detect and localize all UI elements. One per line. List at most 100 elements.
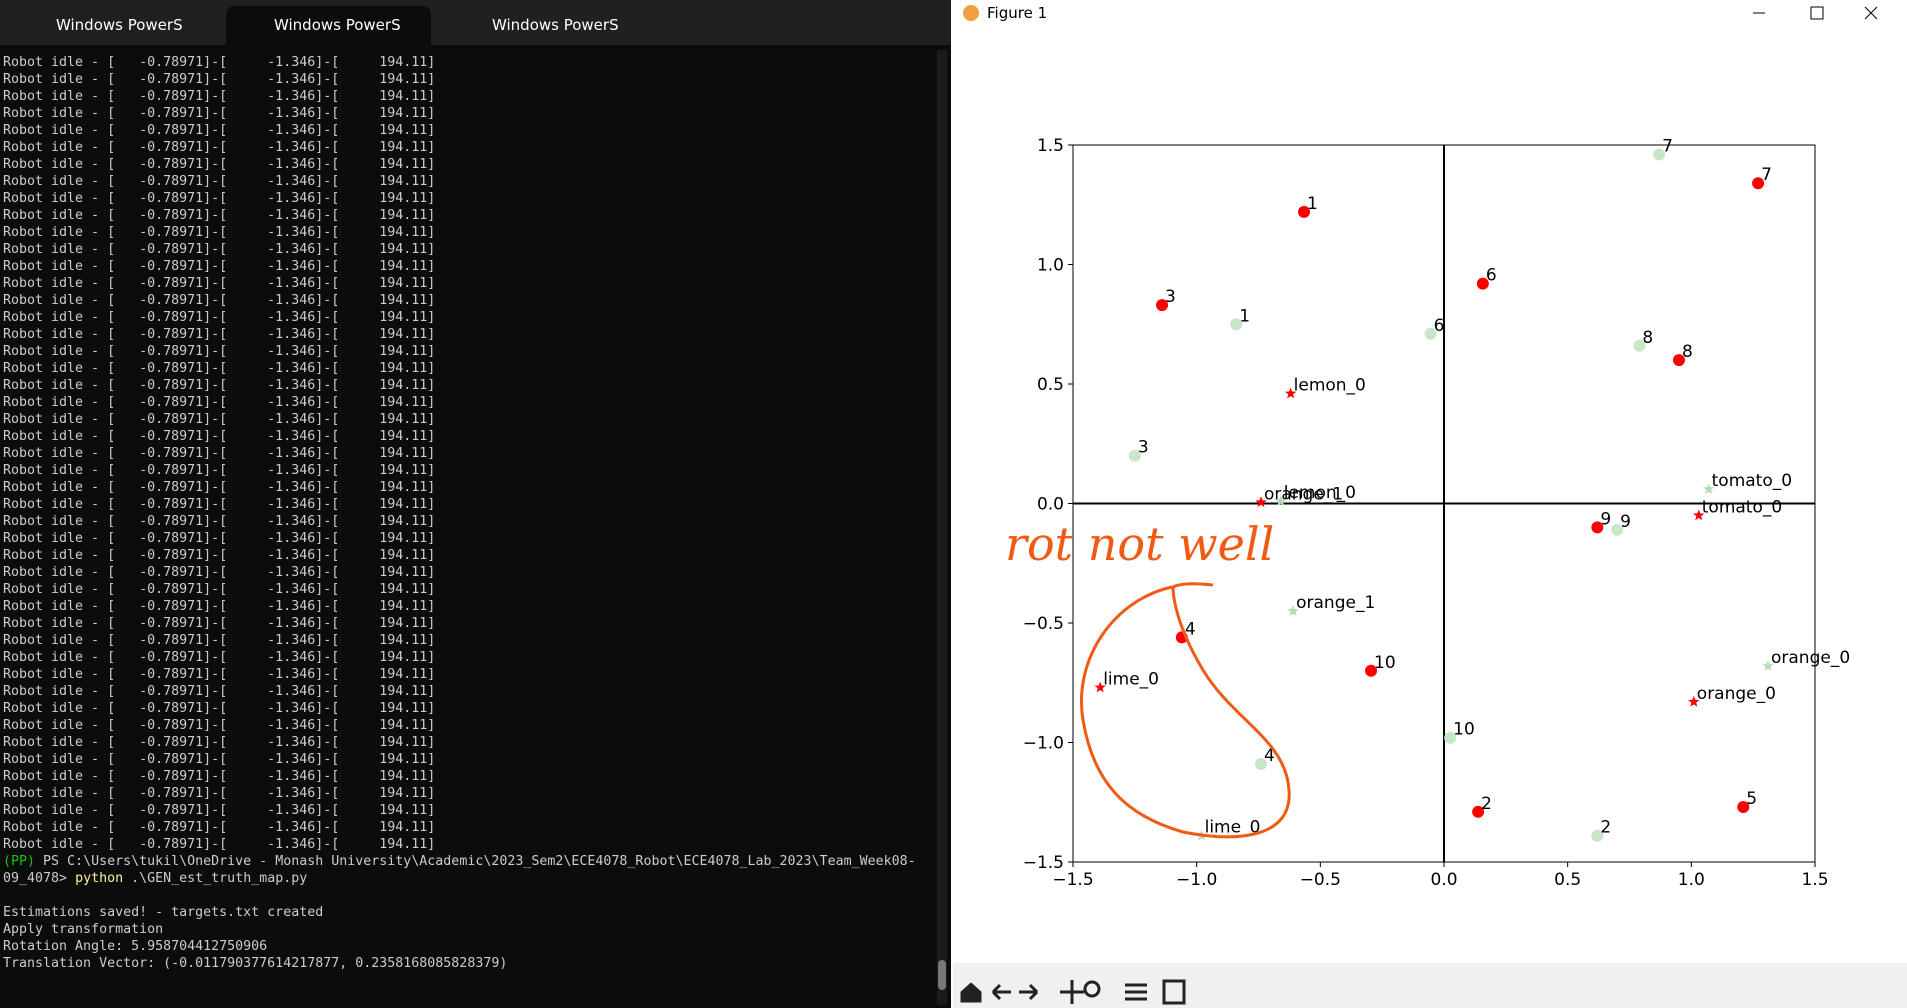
prompt-path: PS C:\Users\tukil\OneDrive - Monash Univ… [35,854,916,869]
point-label: 4 [1264,746,1275,766]
point-label: 1 [1307,194,1318,214]
point-marker [1472,805,1485,818]
log-line: Robot idle - [ -0.78971]-[ -1.346]-[ 194… [3,344,436,359]
point-label: 1 [1239,306,1250,326]
close-button[interactable] [1864,6,1878,20]
x-tick-label: −0.5 [1300,870,1341,890]
log-line: Robot idle - [ -0.78971]-[ -1.346]-[ 194… [3,242,436,257]
point-marker [1752,177,1765,190]
pan-button[interactable] [1060,980,1084,1004]
point-label: 7 [1662,137,1673,157]
y-tick-label: −1.0 [1023,734,1064,754]
log-line: Robot idle - [ -0.78971]-[ -1.346]-[ 194… [3,769,436,784]
save-button[interactable] [1162,979,1186,1005]
log-line: Robot idle - [ -0.78971]-[ -1.346]-[ 194… [3,820,436,835]
log-line: Robot idle - [ -0.78971]-[ -1.346]-[ 194… [3,395,436,410]
toolbar-icons [960,979,1186,1005]
command-args: .\GEN_est_truth_map.py [123,871,308,886]
log-line: Robot idle - [ -0.78971]-[ -1.346]-[ 194… [3,72,436,87]
output-line: Rotation Angle: 5.958704412750906 [3,939,268,954]
scroll-thumb[interactable] [938,960,946,990]
point-label: 7 [1761,165,1772,185]
point-marker [1653,148,1666,161]
log-line: Robot idle - [ -0.78971]-[ -1.346]-[ 194… [3,650,436,665]
log-line: Robot idle - [ -0.78971]-[ -1.346]-[ 194… [3,599,436,614]
point-marker [1476,277,1489,290]
star-marker [1284,387,1297,399]
point-label: 6 [1434,316,1445,336]
terminal-tab[interactable]: Windows PowerS [226,6,431,45]
terminal-tab[interactable]: Windows PowerS [56,16,183,34]
point-marker [1365,664,1378,677]
point-marker [1444,731,1457,744]
point-label: 5 [1746,789,1757,809]
point-label: tomato_0 [1702,497,1782,517]
y-tick-label: −1.5 [1023,853,1064,873]
point-marker [1254,758,1267,771]
point-label: 9 [1600,509,1611,529]
output-line: Apply transformation [3,922,164,937]
y-tick-label: 1.5 [1037,136,1064,156]
figure-window: Figure 1 −1.5 −1.0 −0.5 0.0 0.5 1.0 1.5 −1.5 −1.… [953,0,1907,1008]
maximize-button[interactable] [1810,6,1824,20]
log-line: Robot idle - [ -0.78971]-[ -1.346]-[ 194… [3,55,436,70]
point-label: 10 [1453,720,1475,740]
log-line: Robot idle - [ -0.78971]-[ -1.346]-[ 194… [3,140,436,155]
log-line: Robot idle - [ -0.78971]-[ -1.346]-[ 194… [3,497,436,512]
point-label: tomato_0 [1712,471,1792,491]
log-line: Robot idle - [ -0.78971]-[ -1.346]-[ 194… [3,446,436,461]
log-line: Robot idle - [ -0.78971]-[ -1.346]-[ 194… [3,293,436,308]
prompt-line: (PP) PS C:\Users\tukil\OneDrive - Monash… [3,853,916,870]
x-tick-label: −1.0 [1176,870,1217,890]
y-tick-label: 1.0 [1037,256,1064,276]
log-line: Robot idle - [ -0.78971]-[ -1.346]-[ 194… [3,548,436,563]
point-label: orange_0 [1771,648,1850,668]
log-line: Robot idle - [ -0.78971]-[ -1.346]-[ 194… [3,429,436,444]
log-line: Robot idle - [ -0.78971]-[ -1.346]-[ 194… [3,752,436,767]
configure-button[interactable] [1125,983,1147,1001]
spacer [3,887,916,904]
point-marker [1611,523,1624,536]
star-marker [1094,681,1106,693]
x-tick-label: −1.5 [1052,870,1093,890]
scrollbar[interactable] [937,50,947,1005]
forward-button[interactable] [1019,983,1039,1001]
env-name: (PP) [3,854,36,869]
star-marker [1688,695,1700,707]
star-marker [1702,483,1715,494]
log-line: Robot idle - [ -0.78971]-[ -1.346]-[ 194… [3,310,436,325]
log-line: Robot idle - [ -0.78971]-[ -1.346]-[ 194… [3,633,436,648]
prompt-path: 09_4078> [3,871,76,886]
log-line: Robot idle - [ -0.78971]-[ -1.346]-[ 194… [3,378,436,393]
log-line: Robot idle - [ -0.78971]-[ -1.346]-[ 194… [3,463,436,478]
star-marker [1762,660,1774,671]
log-line: Robot idle - [ -0.78971]-[ -1.346]-[ 194… [3,786,436,801]
point-marker [1298,205,1311,218]
log-line: Robot idle - [ -0.78971]-[ -1.346]-[ 194… [3,89,436,104]
point-marker [1591,829,1604,842]
point-marker [1230,318,1243,331]
point-label: 3 [1138,438,1149,458]
zoom-button[interactable] [1083,980,1101,998]
log-line: Robot idle - [ -0.78971]-[ -1.346]-[ 194… [3,259,436,274]
home-button[interactable] [960,982,982,1003]
back-button[interactable] [991,983,1011,1001]
command: python [75,871,124,886]
point-label: 10 [1374,653,1396,673]
tab-bar: Windows PowerS Windows PowerS Windows Powe… [0,0,951,45]
point-label: 8 [1642,328,1653,348]
prompt-line: 09_4078> python .\GEN_est_truth_map.py [3,870,916,887]
log-line: Robot idle - [ -0.78971]-[ -1.346]-[ 194… [3,412,436,427]
log-line: Robot idle - [ -0.78971]-[ -1.346]-[ 194… [3,565,436,580]
point-label: lemon_0 [1294,376,1366,396]
y-tick-label: −0.5 [1023,614,1064,634]
point-marker [1591,521,1604,534]
terminal-tab[interactable]: Windows PowerS [492,16,619,34]
log-line: Robot idle - [ -0.78971]-[ -1.346]-[ 194… [3,616,436,631]
point-marker [1633,339,1646,352]
x-tick-label: 0.5 [1554,870,1581,890]
handwritten-note: rot not well [1005,517,1274,571]
star-marker [1287,605,1299,616]
log-line: Robot idle - [ -0.78971]-[ -1.346]-[ 194… [3,327,436,342]
